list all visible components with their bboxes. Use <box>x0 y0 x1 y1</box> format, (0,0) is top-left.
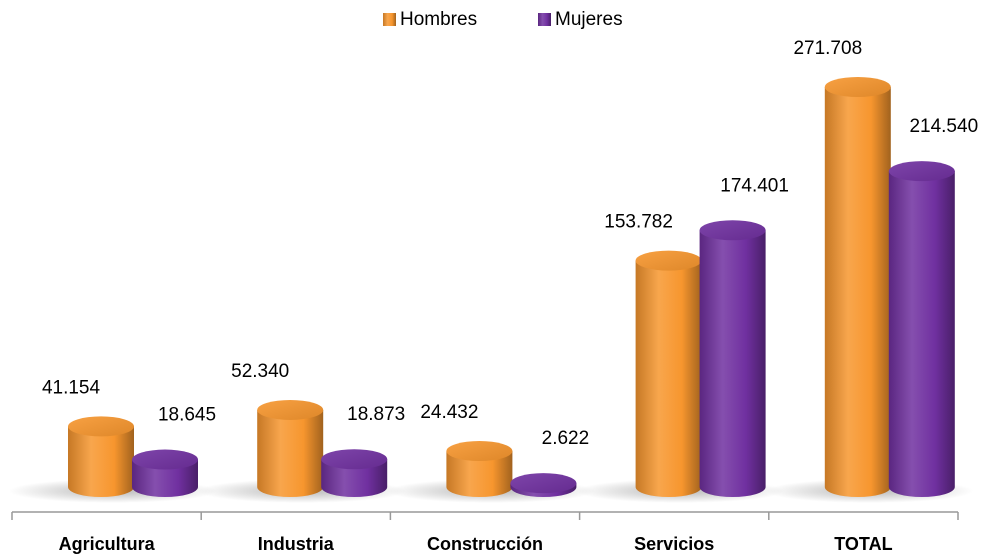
cylinder-body <box>321 459 388 497</box>
cylinder-top <box>321 449 388 470</box>
data-label: 271.708 <box>793 38 862 59</box>
bar <box>635 250 702 497</box>
cylinder-top <box>699 220 766 241</box>
legend-label: Mujeres <box>555 9 623 30</box>
cylinder-top <box>635 250 702 271</box>
legend-label: Hombres <box>400 9 477 30</box>
data-label: 24.432 <box>420 402 478 423</box>
x-tick-label: Construcción <box>427 534 543 554</box>
x-tick-label: Servicios <box>634 534 714 554</box>
data-label: 18.873 <box>347 404 405 425</box>
bar <box>888 161 955 497</box>
x-tick-label: Industria <box>258 534 335 554</box>
cylinder-top <box>888 161 955 182</box>
bar <box>257 399 324 497</box>
cylinder-body <box>888 171 955 497</box>
x-tick-label: Agricultura <box>59 534 156 554</box>
bar <box>699 220 766 497</box>
bar <box>510 473 577 497</box>
data-label: 2.622 <box>542 428 590 449</box>
data-label: 153.782 <box>604 212 673 233</box>
cylinder-body <box>257 409 324 497</box>
legend-swatch <box>383 13 396 26</box>
cylinder-body <box>824 87 891 497</box>
cylinder-body <box>68 426 134 497</box>
legend-swatch <box>538 13 551 26</box>
bar <box>132 449 198 497</box>
x-tick-label: TOTAL <box>834 534 892 554</box>
cylinder-top <box>510 473 577 494</box>
cylinder-body <box>132 459 198 497</box>
cylinder-body <box>635 260 702 497</box>
data-label: 18.645 <box>158 405 216 426</box>
cylinder-top <box>68 416 134 437</box>
data-label: 52.340 <box>231 361 289 382</box>
data-label: 174.401 <box>720 175 789 196</box>
cylinder-top <box>446 441 513 462</box>
cylinder-top <box>824 77 891 97</box>
cylinder-body <box>446 451 513 497</box>
cylinder-body <box>699 230 766 497</box>
bar <box>321 449 388 497</box>
data-label: 214.540 <box>909 116 978 137</box>
bar <box>824 77 891 497</box>
cylinder-top <box>132 449 198 470</box>
cylinder-top <box>257 399 324 420</box>
bar <box>446 441 513 497</box>
data-label: 41.154 <box>42 377 101 398</box>
bar <box>68 416 134 497</box>
